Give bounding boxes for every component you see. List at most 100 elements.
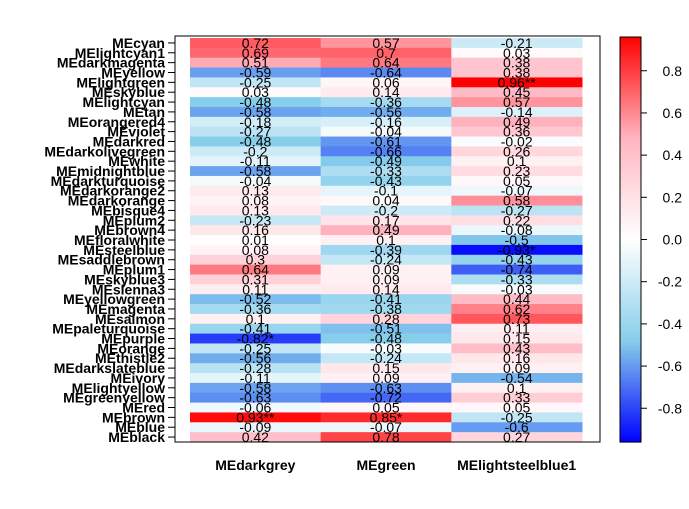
cell-value-label: -0.36 — [239, 301, 271, 317]
cell-value-label: 0.03 — [503, 45, 530, 61]
y-tick-label: MEplum1 — [103, 262, 165, 278]
heatmap-cell — [190, 284, 322, 295]
colorbar-segment — [620, 391, 641, 394]
heatmap-cell — [320, 432, 452, 443]
cell-value-label: -0.93* — [498, 242, 536, 258]
colorbar-segment — [620, 277, 641, 281]
heatmap-cell — [451, 205, 583, 216]
colorbar-segment — [620, 150, 641, 154]
cell-value-label: 0.16 — [503, 350, 530, 366]
cell-value-label: 0.09 — [503, 360, 530, 376]
heatmap-cell — [320, 402, 452, 413]
x-tick-label: MEdarkgrey — [215, 457, 295, 473]
heatmap-cell — [451, 353, 583, 364]
heatmap-cell — [190, 323, 322, 335]
heatmap-cell — [451, 382, 583, 394]
colorbar-segment — [620, 290, 641, 293]
heatmap-cell — [451, 136, 583, 147]
cell-value-label: -0.27 — [501, 202, 533, 218]
colorbar-segment — [620, 65, 641, 68]
cell-value-label: 0.15 — [372, 360, 399, 376]
heatmap-cell — [190, 294, 322, 305]
colorbar-segment — [620, 77, 641, 81]
colorbar-segment — [620, 354, 641, 358]
cell-value-label: 0.33 — [503, 390, 530, 406]
y-tick-label: MEfloralwhite — [74, 232, 165, 248]
heatmap-cell — [451, 422, 583, 433]
colorbar-segment — [620, 397, 641, 401]
heatmap-cell-labels: 0.72 0.57 -0.21 0.69 0.7 0.03 0.51 0.64 0.38 -0.5… — [236, 35, 536, 445]
heatmap-cell — [451, 412, 583, 423]
heatmap-cell — [320, 116, 452, 128]
colorbar-segment — [620, 178, 641, 182]
colorbar-segment — [620, 421, 641, 425]
heatmap-cell — [451, 254, 583, 266]
cell-value-label: -0.63 — [239, 390, 271, 406]
cell-value-label: 0.09 — [372, 271, 399, 287]
y-tick-label: MElightgreen — [76, 74, 165, 90]
y-tick-label: MEsalmon — [95, 311, 165, 327]
heatmap-cell — [190, 412, 322, 423]
colorbar-segment — [620, 51, 641, 54]
heatmap-cell — [451, 146, 583, 157]
x-tick-label: MEgreen — [356, 457, 415, 473]
cell-value-label: -0.52 — [239, 291, 271, 307]
colorbar-segment — [620, 417, 641, 421]
colorbar-segment — [620, 97, 641, 101]
heatmap-cell — [451, 392, 583, 404]
colorbar-segment — [620, 105, 641, 109]
cell-value-label: -0.64 — [370, 64, 402, 80]
colorbar-segment — [620, 79, 641, 83]
colorbar-segment — [620, 146, 641, 149]
cell-value-label: 0.05 — [503, 173, 530, 189]
colorbar-segment — [620, 190, 641, 194]
y-tick-label: MEdarkorange — [68, 193, 165, 209]
colorbar-segment — [620, 55, 641, 58]
cell-value-label: -0.59 — [239, 64, 271, 80]
colorbar-segment — [620, 130, 641, 133]
heatmap-cell — [320, 195, 452, 207]
heatmap-cell — [451, 195, 583, 207]
heatmap-cell — [320, 235, 452, 246]
heatmap-cell — [451, 264, 583, 275]
cell-value-label: -0.61 — [370, 133, 402, 149]
cell-value-label: -0.11 — [240, 370, 271, 386]
heatmap-cell — [451, 97, 583, 108]
cell-value-label: 0.31 — [242, 271, 269, 287]
colorbar-segment — [620, 306, 641, 309]
heatmap-cell — [190, 382, 322, 394]
colorbar-segment — [620, 389, 641, 392]
cell-value-label: -0.41 — [370, 291, 402, 307]
cell-value-label: -0.56 — [239, 350, 271, 366]
colorbar-segment — [620, 174, 641, 178]
colorbar-segment — [620, 53, 641, 56]
heatmap-cell — [320, 313, 452, 325]
heatmap-cell — [320, 363, 452, 374]
cell-value-label: 0.05 — [372, 400, 399, 416]
colorbar-segment — [620, 294, 641, 297]
y-tick-label: MEorangered4 — [68, 114, 165, 130]
cell-value-label: -0.27 — [239, 124, 271, 140]
colorbar-segment — [620, 109, 641, 113]
y-tick-label: MEplum2 — [103, 212, 165, 228]
colorbar-segment — [620, 413, 641, 417]
colorbar-segment — [620, 134, 641, 137]
colorbar-tick-label: -0.4 — [658, 316, 682, 332]
colorbar-segment — [620, 95, 641, 99]
colorbar-segment — [620, 241, 641, 245]
colorbar-segment — [620, 433, 641, 437]
cell-value-label: 0.57 — [503, 94, 530, 110]
heatmap-cell — [190, 77, 322, 88]
colorbar-segment — [620, 103, 641, 107]
heatmap-cell — [451, 244, 583, 256]
heatmap-cell — [320, 323, 452, 335]
cell-value-label: -0.49 — [370, 153, 402, 169]
colorbar-segment — [620, 186, 641, 190]
colorbar-segment — [620, 429, 641, 433]
heatmap-cell — [190, 136, 322, 147]
cell-value-label: -0.58 — [239, 104, 271, 120]
heatmap-cell — [451, 294, 583, 305]
y-tick-label: MElightcyan1 — [75, 45, 165, 61]
colorbar-segment — [620, 225, 641, 228]
colorbar-segment — [620, 284, 641, 287]
